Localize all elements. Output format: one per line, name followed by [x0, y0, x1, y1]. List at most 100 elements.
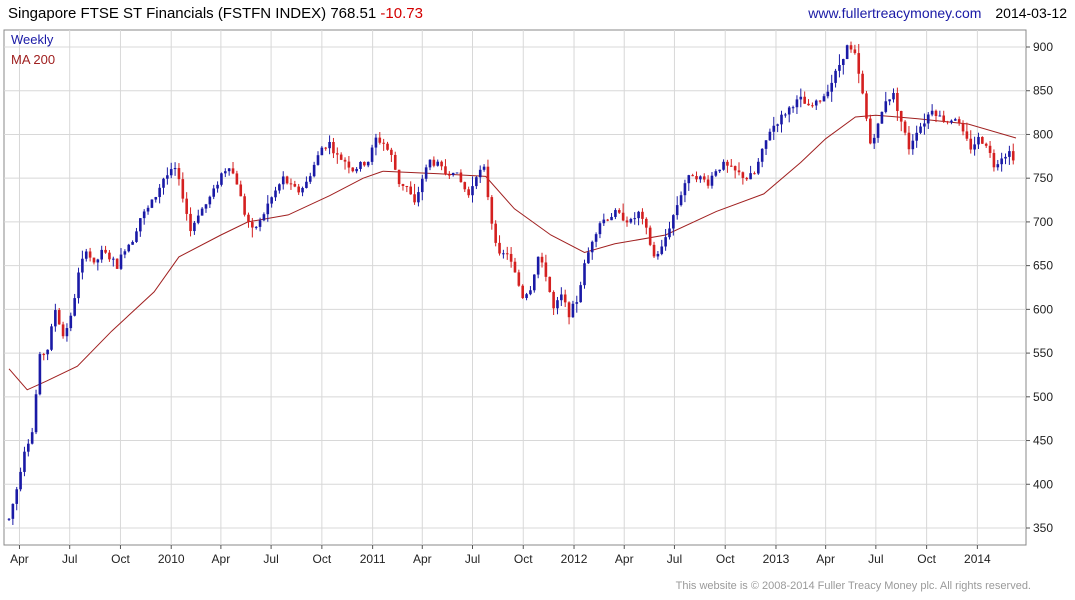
candle — [355, 166, 358, 174]
candle — [903, 120, 907, 136]
candle — [926, 112, 930, 129]
candle — [919, 122, 922, 135]
candle — [1008, 145, 1011, 165]
candle — [718, 169, 721, 173]
candle — [961, 120, 965, 136]
candle — [668, 221, 671, 240]
candle — [536, 256, 540, 279]
candle — [212, 184, 216, 200]
candle — [598, 221, 602, 239]
candle — [687, 174, 691, 191]
candle — [834, 68, 837, 88]
candle — [150, 199, 154, 209]
candle — [301, 186, 304, 197]
candle — [590, 240, 594, 260]
candle — [316, 151, 320, 166]
candle — [637, 210, 640, 226]
chart-source-bar: www.fullertreacymoney.com 2014-03-12 — [808, 5, 1067, 21]
x-tick-label: Jul — [667, 552, 682, 566]
copyright-footer: This website is © 2008-2014 Fuller Treac… — [675, 580, 1031, 592]
candle — [714, 169, 718, 178]
candle — [641, 208, 644, 225]
legend-ma-200: MA 200 — [11, 52, 56, 67]
candle — [177, 163, 181, 186]
candle — [258, 217, 262, 232]
candle — [486, 159, 490, 201]
candle — [169, 162, 173, 179]
candle — [984, 142, 988, 148]
candle — [432, 156, 436, 168]
candle — [579, 281, 582, 303]
candle — [822, 93, 826, 102]
candle — [560, 287, 563, 306]
candle — [838, 54, 841, 78]
candle — [587, 247, 590, 264]
y-tick-label: 350 — [1033, 521, 1053, 535]
candle — [270, 196, 273, 208]
candle — [749, 165, 752, 180]
y-tick-label: 450 — [1033, 434, 1053, 448]
candle — [784, 112, 787, 118]
candle — [223, 168, 227, 178]
y-tick-label: 850 — [1033, 84, 1053, 98]
candle — [857, 44, 861, 84]
candle — [382, 138, 385, 151]
candle — [166, 167, 169, 185]
x-tick-label: 2013 — [763, 552, 790, 566]
candle — [312, 161, 316, 178]
candle — [390, 147, 393, 162]
y-tick-label: 650 — [1033, 259, 1053, 273]
chart-title-bar: Singapore FTSE ST Financials (FSTFN INDE… — [8, 5, 423, 22]
candle — [1004, 153, 1007, 165]
candle — [417, 186, 420, 207]
candle — [729, 159, 733, 167]
candle — [108, 250, 111, 262]
candle — [463, 181, 467, 193]
candle — [583, 259, 586, 289]
candle — [84, 248, 88, 262]
website-link[interactable]: www.fullertreacymoney.com — [808, 5, 982, 21]
candle — [672, 214, 675, 236]
candle — [54, 303, 57, 332]
candle — [899, 110, 903, 132]
candle — [123, 249, 127, 259]
y-tick-label: 750 — [1033, 171, 1053, 185]
candle — [675, 196, 679, 220]
candle — [204, 203, 208, 213]
x-tick-label: Oct — [514, 552, 533, 566]
candle — [745, 176, 749, 181]
candle — [193, 221, 196, 235]
x-tick-label: Oct — [917, 552, 936, 566]
candle — [532, 274, 536, 293]
candle — [934, 109, 938, 123]
candle — [660, 239, 664, 256]
candle — [478, 165, 482, 183]
candle — [606, 218, 609, 222]
candle — [679, 191, 683, 207]
candle — [988, 141, 992, 158]
candle — [451, 172, 455, 177]
candle — [544, 254, 548, 282]
candle — [768, 128, 772, 141]
candle — [625, 216, 629, 227]
candle — [347, 156, 351, 174]
chart-title: Singapore FTSE ST Financials (FSTFN INDE… — [8, 5, 327, 22]
candle — [409, 181, 412, 195]
candle — [73, 293, 76, 317]
candle — [575, 295, 579, 313]
candle — [702, 173, 706, 183]
candle — [401, 183, 405, 191]
candle — [162, 177, 165, 195]
candle — [393, 151, 397, 171]
candle — [397, 169, 401, 188]
candle — [930, 104, 934, 117]
candle — [915, 125, 918, 148]
candle — [173, 162, 177, 176]
candle — [196, 209, 200, 225]
last-price: 768.51 — [330, 5, 377, 22]
candle — [610, 213, 613, 221]
candle — [216, 181, 219, 193]
candle — [181, 172, 185, 203]
candle — [189, 207, 192, 237]
candle — [826, 84, 830, 99]
